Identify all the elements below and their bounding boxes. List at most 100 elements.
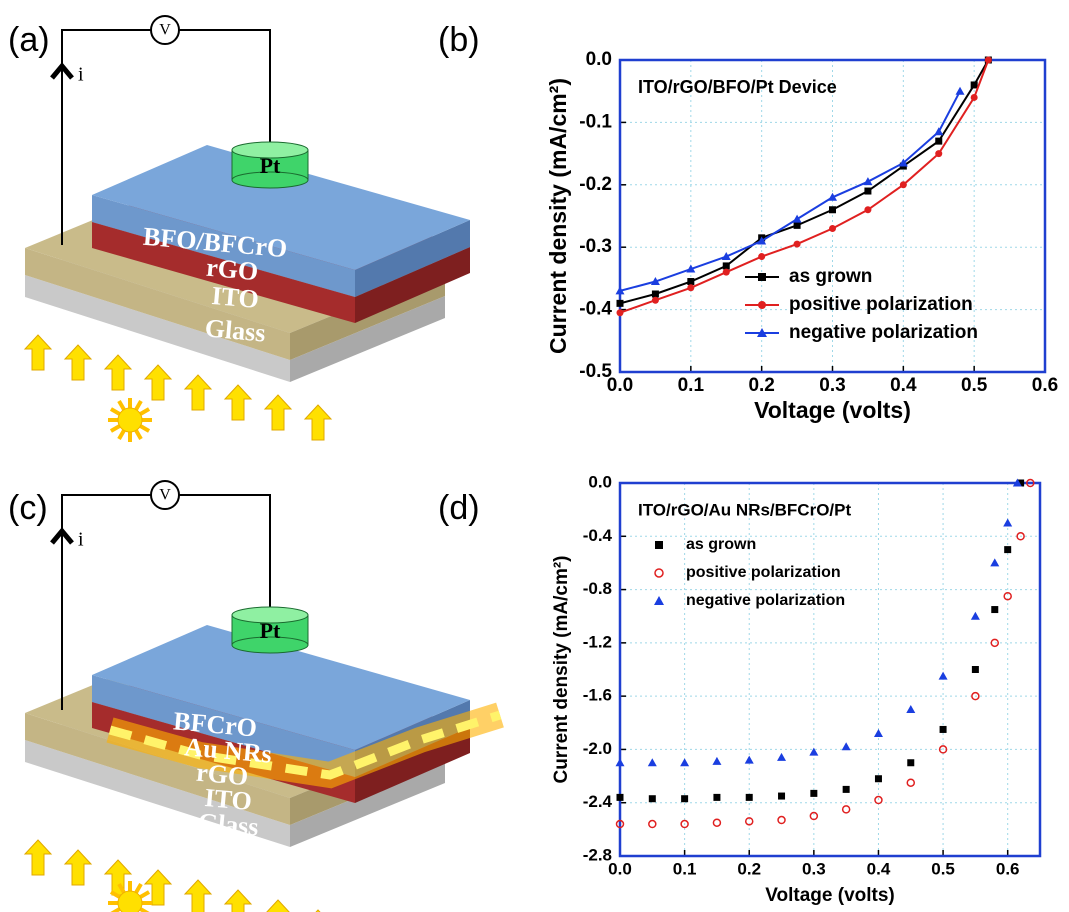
marker <box>616 758 625 766</box>
marker <box>971 81 978 88</box>
panel-label: (b) <box>438 21 480 59</box>
sun <box>118 891 142 912</box>
light-arrow <box>105 355 131 390</box>
marker <box>617 794 624 801</box>
y-tick-label: -0.2 <box>579 174 612 195</box>
light-arrow <box>65 345 91 380</box>
marker <box>907 779 914 786</box>
marker <box>935 150 942 157</box>
y-tick-label: -2.0 <box>583 739 612 758</box>
current-label: i <box>78 64 84 86</box>
light-arrow <box>25 335 51 370</box>
y-tick-label: -0.5 <box>579 361 612 382</box>
light-arrow <box>145 870 171 905</box>
marker <box>809 748 818 756</box>
marker <box>842 742 851 750</box>
light-arrow <box>185 880 211 912</box>
marker <box>972 666 979 673</box>
marker <box>971 612 980 620</box>
x-tick-label: 0.1 <box>673 859 697 878</box>
y-tick-label: -0.1 <box>579 111 612 132</box>
marker <box>649 795 656 802</box>
marker <box>778 817 785 824</box>
marker <box>652 297 659 304</box>
marker <box>648 758 657 766</box>
marker <box>863 177 872 185</box>
electrode-label: Pt <box>260 153 281 178</box>
sun-ray <box>136 884 141 893</box>
marker <box>939 672 948 680</box>
marker <box>723 262 730 269</box>
x-tick-label: 0.3 <box>819 375 845 396</box>
light-arrow <box>65 850 91 885</box>
marker <box>794 241 801 248</box>
x-axis-label: Voltage (volts) <box>754 397 911 423</box>
marker <box>778 793 785 800</box>
marker <box>655 569 663 577</box>
marker <box>907 759 914 766</box>
marker <box>985 57 992 64</box>
marker <box>934 127 943 135</box>
marker <box>758 253 765 260</box>
marker <box>990 558 999 566</box>
layer-label: Glass <box>197 807 260 841</box>
x-tick-label: 0.4 <box>867 859 891 878</box>
marker <box>829 206 836 213</box>
layer-label: Glass <box>204 313 267 347</box>
marker <box>654 596 664 605</box>
sun-ray <box>140 409 149 414</box>
sun-ray <box>136 401 141 410</box>
voltmeter-label: V <box>159 487 171 504</box>
marker <box>864 188 871 195</box>
marker <box>793 215 802 223</box>
x-tick-label: 0.1 <box>678 375 705 396</box>
x-tick-label: 0.6 <box>1032 375 1058 396</box>
legend-label: positive polarization <box>789 294 973 315</box>
marker <box>971 94 978 101</box>
marker <box>617 309 624 316</box>
x-tick-label: 0.5 <box>931 859 955 878</box>
y-tick-label: -1.6 <box>583 686 612 705</box>
legend-label: as grown <box>789 266 872 287</box>
marker <box>617 300 624 307</box>
marker <box>1004 546 1011 553</box>
marker <box>746 794 753 801</box>
sun-ray <box>119 430 124 439</box>
marker <box>794 222 801 229</box>
marker <box>829 225 836 232</box>
marker <box>875 797 882 804</box>
marker <box>991 639 998 646</box>
electrode-label: Pt <box>260 618 281 643</box>
marker <box>906 705 915 713</box>
marker <box>874 729 883 737</box>
x-tick-label: 0.3 <box>802 859 826 878</box>
y-axis-label: Current density (mA/cm²) <box>551 555 572 783</box>
x-tick-label: 0.4 <box>890 375 917 396</box>
marker <box>900 181 907 188</box>
marker <box>687 284 694 291</box>
x-tick-label: 0.6 <box>996 859 1020 878</box>
light-arrow <box>185 375 211 410</box>
panel-label: (d) <box>438 489 480 527</box>
marker <box>1003 518 1012 526</box>
marker <box>843 806 850 813</box>
x-tick-label: 0.5 <box>961 375 988 396</box>
y-tick-label: -0.4 <box>579 299 612 320</box>
marker <box>745 756 754 764</box>
sun-ray <box>111 426 120 431</box>
marker <box>680 758 689 766</box>
data-line <box>620 91 960 291</box>
marker <box>649 821 656 828</box>
marker <box>758 301 766 309</box>
voltmeter-label: V <box>159 22 171 39</box>
x-axis-label: Voltage (volts) <box>765 885 895 906</box>
panel-label: (a) <box>8 21 50 59</box>
marker <box>723 269 730 276</box>
sun-ray <box>136 430 141 439</box>
marker <box>712 757 721 765</box>
figure: (a) (b) (c) (d) ViPtBFO/BFCrOrGOITOGlass… <box>0 0 1069 912</box>
light-arrow <box>145 365 171 400</box>
sun-ray <box>119 401 124 410</box>
chart-title: ITO/rGO/BFO/Pt Device <box>638 77 837 97</box>
y-tick-label: 0.0 <box>586 49 612 70</box>
